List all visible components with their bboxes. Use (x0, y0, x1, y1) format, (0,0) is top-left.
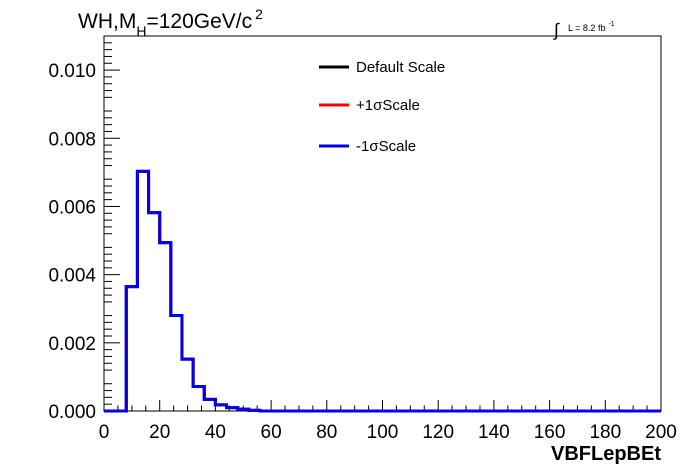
y-tick-label: 0.004 (48, 266, 96, 287)
title-main: WH,M (78, 10, 136, 33)
x-tick-label: 100 (367, 422, 399, 443)
y-tick-label: 0.006 (48, 197, 96, 218)
x-tick-label: 40 (205, 422, 226, 443)
histogram-series-2 (104, 169, 661, 413)
histogram-series-0 (104, 169, 661, 413)
x-tick-label: 60 (261, 422, 282, 443)
x-tick-label: 200 (645, 422, 677, 443)
legend-label: Default Scale (356, 59, 445, 76)
y-tick-label: 0.000 (48, 402, 96, 423)
x-axis-label: VBFLepBEt (551, 443, 661, 465)
y-tick-label: 0.008 (48, 129, 96, 150)
legend-label: +1σScale (356, 97, 420, 114)
chart-title: WH,MH=120GeV/c 2 (78, 6, 263, 39)
plot-frame (103, 35, 662, 412)
y-tick-label: 0.010 (48, 61, 96, 82)
title-superscript: 2 (255, 6, 263, 22)
lumi-integral-sign: ∫ (552, 20, 560, 40)
x-axis: 0 20 40 60 80 100 120 140 160 180 200 (99, 400, 677, 443)
x-tick-label: 120 (422, 422, 454, 443)
lumi-text: L = 8.2 fb (568, 23, 605, 33)
x-tick-label: 20 (149, 422, 170, 443)
y-tick-label: 0.002 (48, 334, 96, 355)
legend: Default Scale +1σScale -1σScale (319, 59, 445, 155)
histogram-series-1 (104, 169, 661, 413)
x-tick-label: 140 (478, 422, 510, 443)
x-tick-label: 0 (99, 422, 110, 443)
x-tick-label: 80 (316, 422, 337, 443)
x-tick-label: 160 (534, 422, 566, 443)
lumi-superscript: -1 (608, 21, 614, 28)
series-layer (104, 169, 661, 413)
legend-label: -1σScale (356, 138, 416, 155)
y-axis: 0.000 0.002 0.004 0.006 0.008 0.010 (48, 42, 120, 423)
x-tick-label: 180 (589, 422, 621, 443)
lumi-label: L = 8.2 fb -1 (568, 21, 615, 33)
title-subscript: H (136, 23, 146, 39)
title-rest: =120GeV/c (146, 10, 252, 33)
